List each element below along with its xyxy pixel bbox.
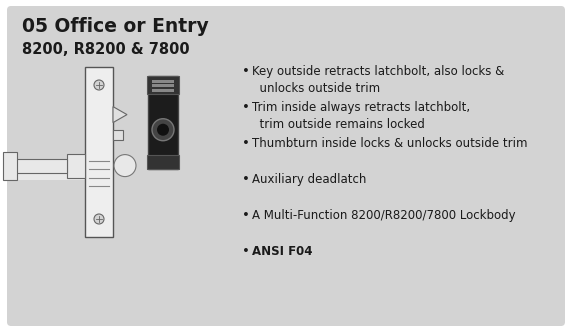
Bar <box>147 75 179 94</box>
Text: •: • <box>242 65 250 78</box>
Bar <box>152 79 174 82</box>
Text: •: • <box>242 245 250 258</box>
Circle shape <box>152 119 174 141</box>
Bar <box>147 155 179 169</box>
Text: •: • <box>242 101 250 114</box>
Text: 8200, R8200 & 7800: 8200, R8200 & 7800 <box>22 42 190 57</box>
Bar <box>15 159 67 173</box>
Bar <box>148 75 178 169</box>
Bar <box>113 130 123 140</box>
Text: Auxiliary deadlatch: Auxiliary deadlatch <box>252 173 367 186</box>
Text: Key outside retracts latchbolt, also locks &
  unlocks outside trim: Key outside retracts latchbolt, also loc… <box>252 65 505 95</box>
Circle shape <box>94 80 104 90</box>
Bar <box>3 173 85 180</box>
Text: 05 Office or Entry: 05 Office or Entry <box>22 17 209 36</box>
Circle shape <box>157 124 169 136</box>
Bar <box>85 67 113 237</box>
Text: A Multi-Function 8200/R8200/7800 Lockbody: A Multi-Function 8200/R8200/7800 Lockbod… <box>252 209 515 222</box>
Bar <box>67 154 85 178</box>
Text: •: • <box>242 209 250 222</box>
Bar <box>152 84 174 87</box>
Bar <box>152 89 174 92</box>
Text: Trim inside always retracts latchbolt,
  trim outside remains locked: Trim inside always retracts latchbolt, t… <box>252 101 470 130</box>
Text: ANSI F04: ANSI F04 <box>252 245 312 258</box>
Polygon shape <box>113 107 127 123</box>
FancyBboxPatch shape <box>7 6 565 326</box>
Text: Thumbturn inside locks & unlocks outside trim: Thumbturn inside locks & unlocks outside… <box>252 137 527 150</box>
Circle shape <box>94 214 104 224</box>
Circle shape <box>114 155 136 177</box>
Text: •: • <box>242 173 250 186</box>
Text: •: • <box>242 137 250 150</box>
Bar <box>3 152 17 180</box>
